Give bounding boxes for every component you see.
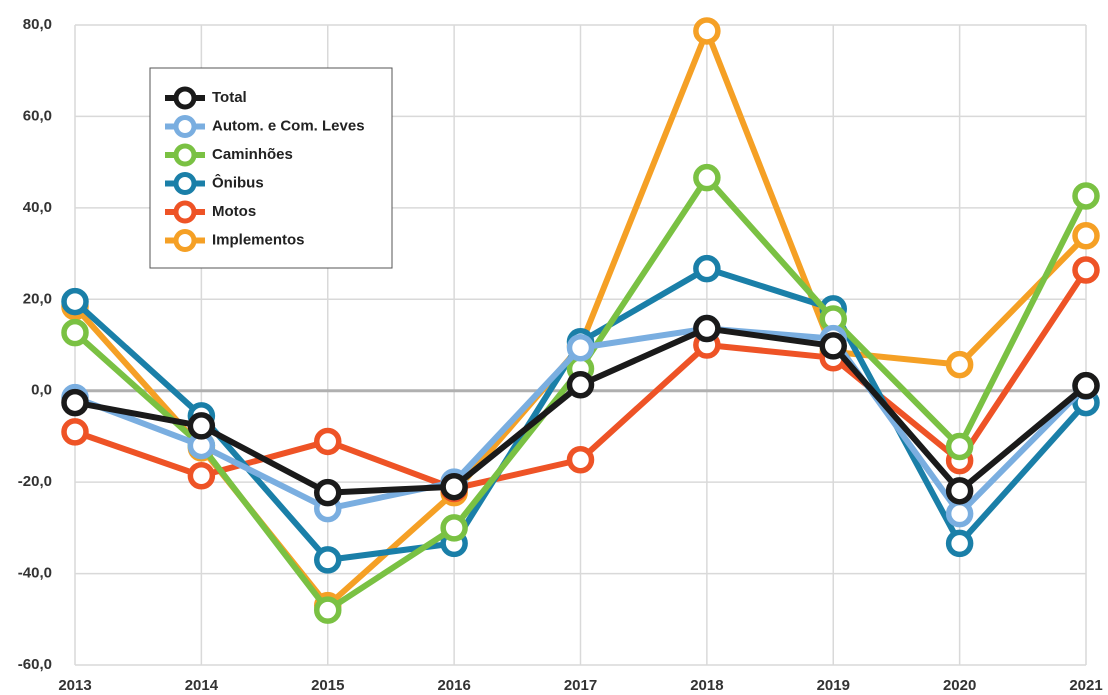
data-point: [693, 17, 721, 45]
data-point: [1072, 371, 1100, 400]
data-point: [1072, 182, 1100, 210]
data-point: [314, 478, 342, 507]
data-point: [61, 418, 89, 446]
legend-label: Ônibus: [212, 173, 264, 191]
x-tick-label: 2018: [690, 677, 723, 694]
data-point: [945, 499, 974, 528]
data-point: [61, 388, 89, 417]
legend-label: Motos: [212, 203, 256, 220]
data-point: [61, 287, 89, 316]
legend-marker: [173, 200, 197, 224]
legend-label: Implementos: [212, 231, 305, 248]
y-tick-label: -60,0: [18, 656, 52, 673]
x-tick-label: 2014: [185, 677, 219, 694]
data-point: [945, 477, 974, 505]
legend-marker: [173, 229, 197, 252]
data-point: [945, 529, 974, 558]
data-point: [1072, 221, 1100, 250]
legend-marker: [173, 115, 197, 138]
legend-marker: [173, 143, 197, 167]
data-point: [566, 371, 595, 399]
legend-marker: [173, 172, 197, 195]
y-tick-label: 20,0: [23, 290, 52, 307]
y-tick-label: -40,0: [18, 565, 52, 582]
x-tick-label: 2016: [437, 677, 470, 694]
data-point: [945, 432, 974, 461]
data-point: [314, 427, 342, 456]
y-tick-label: 0,0: [31, 382, 52, 399]
plot-area: [61, 17, 1100, 624]
data-point: [693, 314, 721, 343]
data-point: [61, 318, 89, 347]
data-point: [693, 254, 721, 283]
legend: Total Autom. e Com. Leves Caminhões Ônibus M…: [149, 67, 393, 269]
legend-label: Autom. e Com. Leves: [212, 117, 365, 134]
data-point: [945, 350, 974, 379]
x-tick-label: 2021: [1069, 677, 1102, 694]
legend-label: Total: [212, 89, 247, 106]
y-tick-label: -20,0: [18, 473, 52, 490]
y-tick-label: 40,0: [23, 199, 52, 216]
x-tick-label: 2013: [58, 677, 91, 694]
x-tick-label: 2015: [311, 677, 344, 694]
data-point: [187, 461, 216, 490]
y-tick-label: 80,0: [23, 16, 52, 33]
data-point: [314, 546, 342, 574]
legend-marker: [173, 86, 197, 110]
data-point: [440, 514, 468, 542]
data-point: [314, 596, 342, 624]
data-point: [819, 332, 847, 360]
y-tick-label: 60,0: [23, 107, 52, 124]
data-point: [440, 472, 468, 501]
data-point: [187, 412, 216, 440]
x-tick-label: 2020: [943, 677, 976, 694]
data-point: [566, 333, 595, 362]
data-point: [566, 445, 595, 474]
data-point: [1072, 256, 1100, 284]
legend-label: Caminhões: [212, 146, 293, 163]
x-tick-label: 2017: [564, 677, 597, 694]
data-point: [693, 163, 721, 192]
x-tick-label: 2019: [817, 677, 850, 694]
